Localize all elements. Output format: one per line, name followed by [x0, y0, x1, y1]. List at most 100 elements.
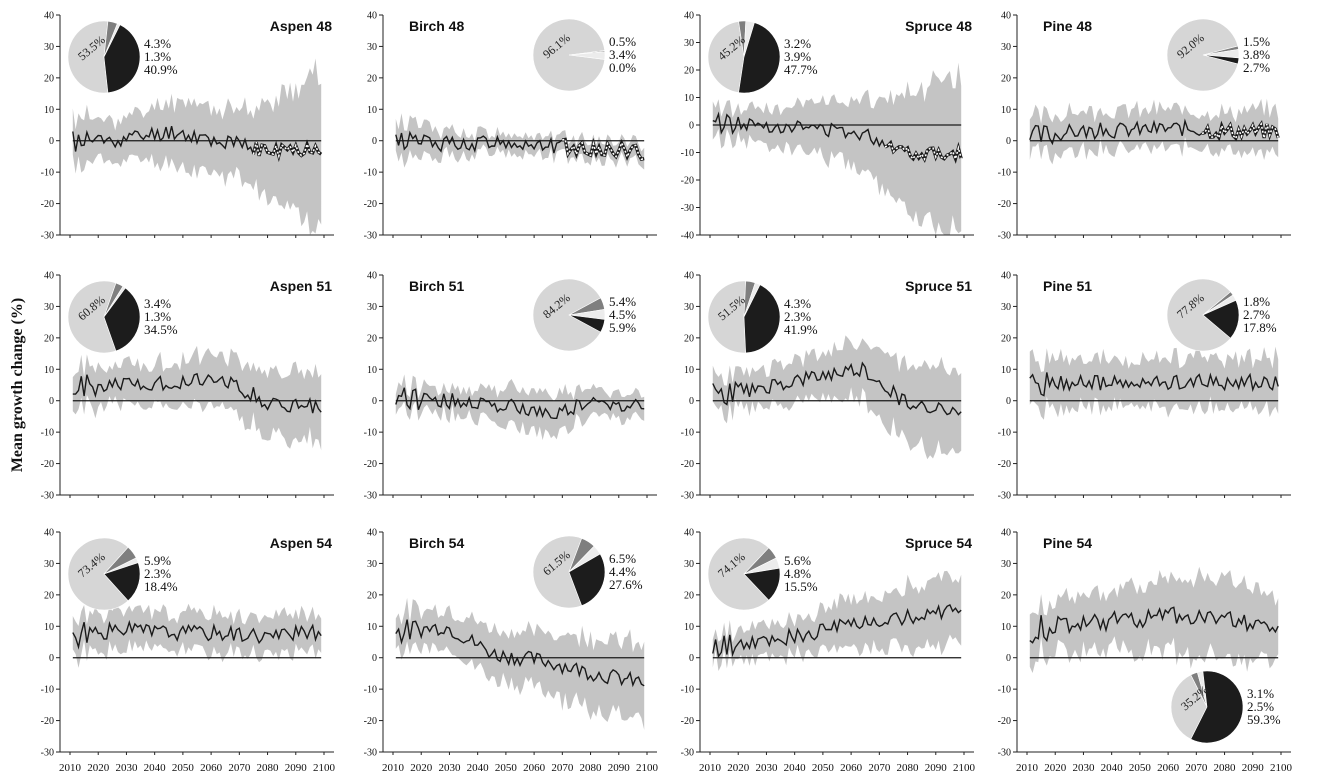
pie-slice-label: 4.8% — [784, 566, 811, 581]
x-tick-label: 2010 — [59, 762, 82, 774]
pie-slice-label: 3.1% — [1247, 686, 1274, 701]
y-tick-label: -40 — [681, 231, 694, 242]
y-tick-label: -10 — [364, 428, 377, 439]
y-tick-label: 10 — [44, 105, 54, 116]
x-tick-label: 2010 — [382, 762, 405, 774]
y-tick-label: 30 — [1001, 559, 1011, 570]
y-tick-label: 20 — [684, 66, 694, 77]
pie-slice — [532, 535, 583, 609]
y-tick-label: 0 — [372, 653, 377, 664]
y-tick-label: 20 — [1001, 73, 1011, 84]
uncertainty-band — [712, 570, 962, 671]
panel-birch-48: -30 -20 -10 0 10 20 30 40 Birch 48 96.1% 0.5%3.4%0… — [364, 11, 657, 242]
y-tick-label: 10 — [684, 365, 694, 376]
pie-slice-label: 2.7% — [1243, 307, 1270, 322]
y-tick-label: 10 — [684, 622, 694, 633]
uncertainty-band — [1029, 98, 1279, 165]
series-line — [72, 619, 322, 650]
x-tick-label: 2020 — [410, 762, 433, 774]
pie-slice — [568, 51, 606, 60]
y-tick-label: 0 — [1006, 396, 1011, 407]
x-tick-label: 2020 — [1044, 762, 1067, 774]
uncertainty-band — [395, 113, 645, 170]
panel-title: Spruce 51 — [905, 278, 972, 294]
y-tick-label: 20 — [44, 590, 54, 601]
x-tick-label: 2010 — [699, 762, 722, 774]
x-tick-label: 2080 — [897, 762, 920, 774]
x-tick-label: 2050 — [172, 762, 195, 774]
x-tick-label: 2100 — [953, 762, 976, 774]
y-tick-label: 20 — [44, 333, 54, 344]
pie-slice — [103, 24, 141, 94]
y-tick-label: -30 — [998, 231, 1011, 242]
x-tick-label: 2080 — [257, 762, 280, 774]
panel-title: Aspen 54 — [270, 535, 332, 551]
y-tick-label: -10 — [998, 168, 1011, 179]
y-tick-label: -30 — [364, 748, 377, 759]
y-tick-label: -30 — [41, 231, 54, 242]
y-axis-label: Mean growth change (%) — [9, 298, 26, 472]
y-tick-label: 0 — [49, 653, 54, 664]
x-tick-label: 2070 — [1185, 762, 1208, 774]
pie-chart: 61.5% 6.5%4.4%27.6% — [532, 535, 643, 609]
pie-slice-label: 4.4% — [609, 564, 636, 579]
uncertainty-band — [72, 603, 322, 668]
y-tick-label: 40 — [684, 11, 694, 22]
y-tick-label: 20 — [684, 333, 694, 344]
y-tick-label: -20 — [41, 459, 54, 470]
pie-slice-label: 5.9% — [609, 320, 636, 335]
panel-title: Pine 54 — [1043, 535, 1092, 551]
y-tick-label: 40 — [1001, 11, 1011, 22]
panel-spruce-51: -30 -20 -10 0 10 20 30 40 Spruce 51 51.5% 4.3%2.3%… — [681, 271, 974, 502]
x-tick-label: 2080 — [580, 762, 603, 774]
y-tick-label: 10 — [44, 365, 54, 376]
y-tick-label: 20 — [367, 590, 377, 601]
y-tick-label: 0 — [49, 396, 54, 407]
y-tick-label: 30 — [367, 559, 377, 570]
pie-slice-label: 34.5% — [144, 322, 178, 337]
pie-slice — [103, 562, 141, 602]
y-tick-label: 30 — [367, 42, 377, 53]
pie-slice-label: 18.4% — [144, 579, 178, 594]
series-line — [1029, 606, 1279, 644]
series-line — [395, 619, 645, 688]
panel-title: Aspen 51 — [270, 278, 332, 294]
pie-slice-label: 3.4% — [609, 47, 636, 62]
panel-title: Spruce 48 — [905, 18, 972, 34]
pie-slice-label: 5.4% — [609, 294, 636, 309]
x-tick-label: 2100 — [313, 762, 336, 774]
panel-birch-54: -30 -20 -10 0 10 20 30 40 Birch 54 61.5% 6.5%4.4%2… — [364, 528, 657, 759]
pie-slice — [67, 280, 117, 354]
pie-slice-label: 3.8% — [1243, 47, 1270, 62]
y-tick-label: 40 — [367, 271, 377, 282]
panel-title: Birch 48 — [409, 18, 464, 34]
y-tick-label: 40 — [1001, 271, 1011, 282]
pie-slice-label: 1.3% — [144, 49, 171, 64]
pie-slice-label: 17.8% — [1243, 320, 1277, 335]
y-tick-label: 40 — [44, 528, 54, 539]
y-tick-label: -30 — [681, 491, 694, 502]
x-tick-label: 2030 — [1072, 762, 1095, 774]
y-tick-label: -20 — [364, 716, 377, 727]
x-tick-label: 2030 — [755, 762, 778, 774]
pie-slice-label: 5.9% — [144, 553, 171, 568]
pie-slice-label: 59.3% — [1247, 712, 1281, 727]
pie-chart: 77.8% 1.8%2.7%17.8% — [1166, 278, 1277, 352]
series-line — [72, 125, 255, 155]
series-line-projection — [562, 138, 645, 161]
pie-slice — [568, 314, 606, 333]
y-tick-label: 10 — [367, 622, 377, 633]
pie-slice-label: 1.8% — [1243, 294, 1270, 309]
y-tick-label: 40 — [684, 528, 694, 539]
y-tick-label: -10 — [998, 685, 1011, 696]
panel-pine-54: -30 -20 -10 0 10 20 30 40 Pine 54 35.2% 3.1%2.5%59… — [998, 528, 1291, 759]
pie-slice — [67, 20, 109, 94]
y-tick-label: 20 — [367, 73, 377, 84]
x-tick-label: 2070 — [228, 762, 251, 774]
y-tick-label: 20 — [1001, 333, 1011, 344]
pie-slice-label: 3.4% — [144, 296, 171, 311]
y-tick-label: 10 — [367, 365, 377, 376]
series-line — [395, 130, 563, 154]
x-tick-label: 2060 — [200, 762, 223, 774]
pie-slice — [1202, 54, 1240, 65]
